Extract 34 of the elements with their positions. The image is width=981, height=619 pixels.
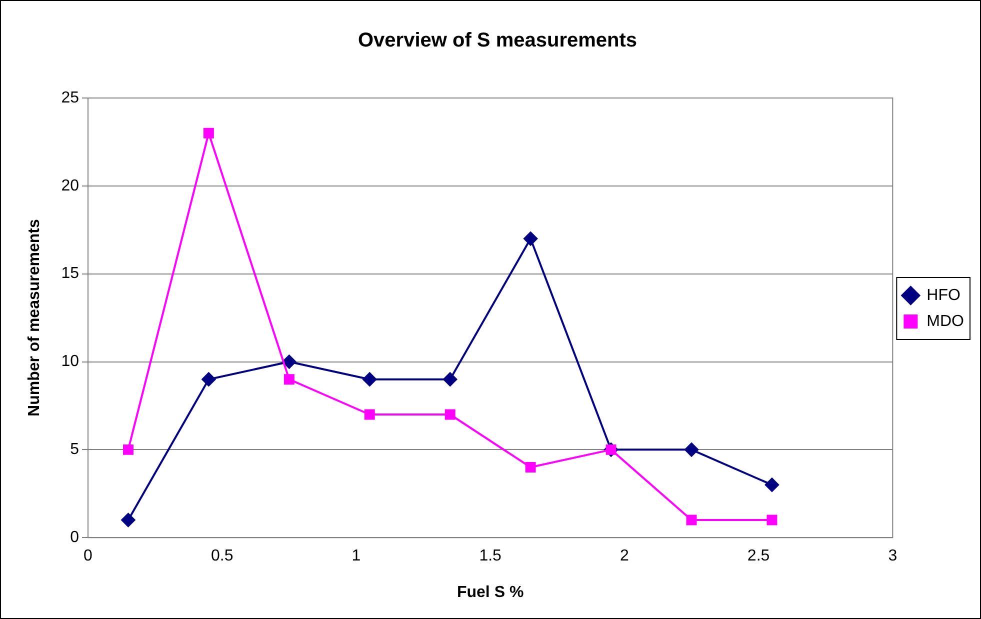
x-axis-title: Fuel S % — [456, 584, 524, 601]
chart-title: Overview of S measurements — [358, 30, 638, 52]
legend-label: MDO — [926, 312, 964, 330]
point — [444, 409, 456, 420]
x-tick-label: 0.5 — [210, 548, 234, 565]
point — [202, 372, 216, 386]
y-tick-label: 5 — [70, 441, 80, 458]
y-tick-label: 10 — [61, 353, 80, 370]
point — [766, 514, 778, 526]
point — [443, 372, 458, 386]
point — [684, 442, 699, 457]
y-tick-label: 20 — [61, 177, 80, 194]
y-tick-label: 0 — [70, 529, 80, 546]
point — [364, 409, 375, 420]
y-tick-label: 15 — [61, 265, 80, 282]
x-tick-label: 1.5 — [479, 548, 502, 565]
point — [122, 444, 134, 455]
point — [686, 514, 697, 526]
point — [284, 374, 294, 385]
y-tick-label: 25 — [61, 89, 80, 106]
point — [524, 232, 538, 246]
point — [764, 478, 779, 492]
point — [525, 462, 536, 473]
point — [282, 354, 296, 369]
x-tick-label: 0 — [84, 548, 93, 565]
x-tick-label: 2.5 — [747, 548, 770, 565]
x-tick-label: 3 — [888, 548, 898, 565]
x-tick-label: 2 — [620, 548, 629, 565]
point — [362, 372, 377, 386]
y-axis-title: Number of measurements — [26, 219, 44, 416]
point — [203, 128, 214, 138]
x-tick-label: 1 — [352, 548, 361, 565]
point — [121, 513, 136, 528]
legend-label: HFO — [926, 286, 960, 304]
